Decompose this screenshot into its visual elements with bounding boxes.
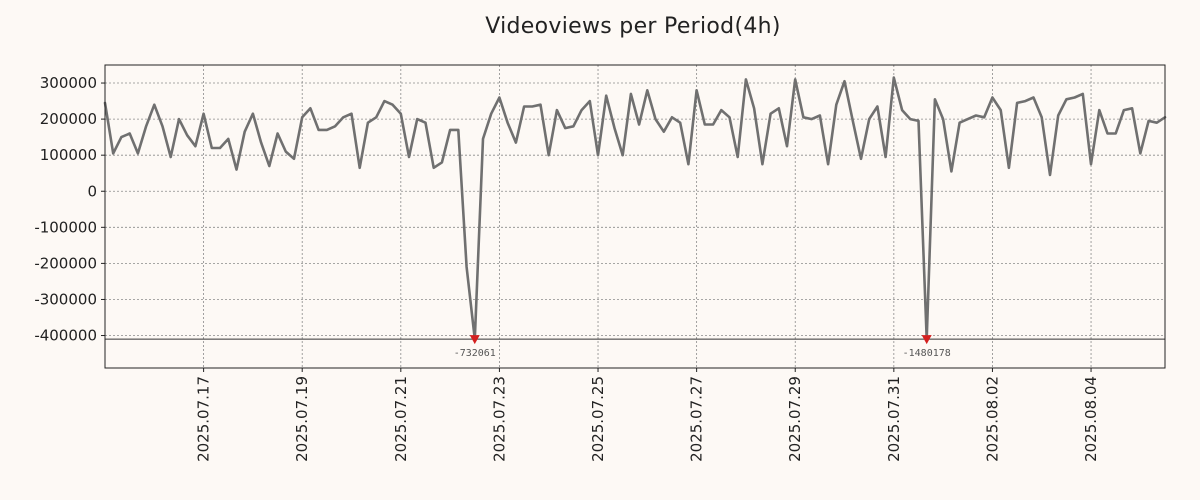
plot-background	[105, 65, 1165, 368]
y-tick-label: -100000	[34, 218, 97, 236]
y-tick-label: -300000	[34, 290, 97, 308]
chart-title: Videoviews per Period(4h)	[485, 14, 781, 39]
x-tick-label: 2025.07.27	[688, 376, 706, 462]
x-tick-label: 2025.07.17	[195, 376, 213, 462]
y-tick-label: 0	[87, 182, 97, 200]
y-tick-label: -400000	[34, 327, 97, 345]
series-layer	[103, 76, 1167, 341]
out-of-range-marker	[921, 335, 932, 345]
x-tick-label: 2025.07.19	[293, 376, 311, 462]
x-tick-label: 2025.07.29	[786, 376, 804, 462]
series-line-videoviews	[103, 76, 1167, 341]
out-of-range-marker	[469, 335, 480, 345]
y-tick-label: -200000	[34, 254, 97, 272]
grid-lines	[105, 65, 1165, 368]
out-of-range-label: -732061	[454, 348, 496, 359]
marker-layer: -732061 -1480178	[454, 335, 951, 359]
x-axis-ticks: 2025.07.17 2025.07.19 2025.07.21 2025.07.23…	[195, 368, 1100, 462]
y-tick-label: 200000	[40, 110, 97, 128]
x-tick-label: 2025.08.04	[1082, 376, 1100, 462]
x-tick-label: 2025.08.02	[983, 376, 1001, 462]
y-axis-ticks: 300000 200000 100000 0 -100000 -200000 -300000…	[34, 74, 105, 345]
y-tick-label: 100000	[40, 146, 97, 164]
x-tick-label: 2025.07.23	[490, 376, 508, 462]
out-of-range-label: -1480178	[903, 348, 951, 359]
axes-frame	[104, 64, 1166, 369]
x-tick-label: 2025.07.31	[885, 376, 903, 462]
y-tick-label: 300000	[40, 74, 97, 92]
x-tick-label: 2025.07.21	[392, 376, 410, 462]
x-tick-label: 2025.07.25	[589, 376, 607, 462]
plot-frame	[104, 64, 1166, 369]
